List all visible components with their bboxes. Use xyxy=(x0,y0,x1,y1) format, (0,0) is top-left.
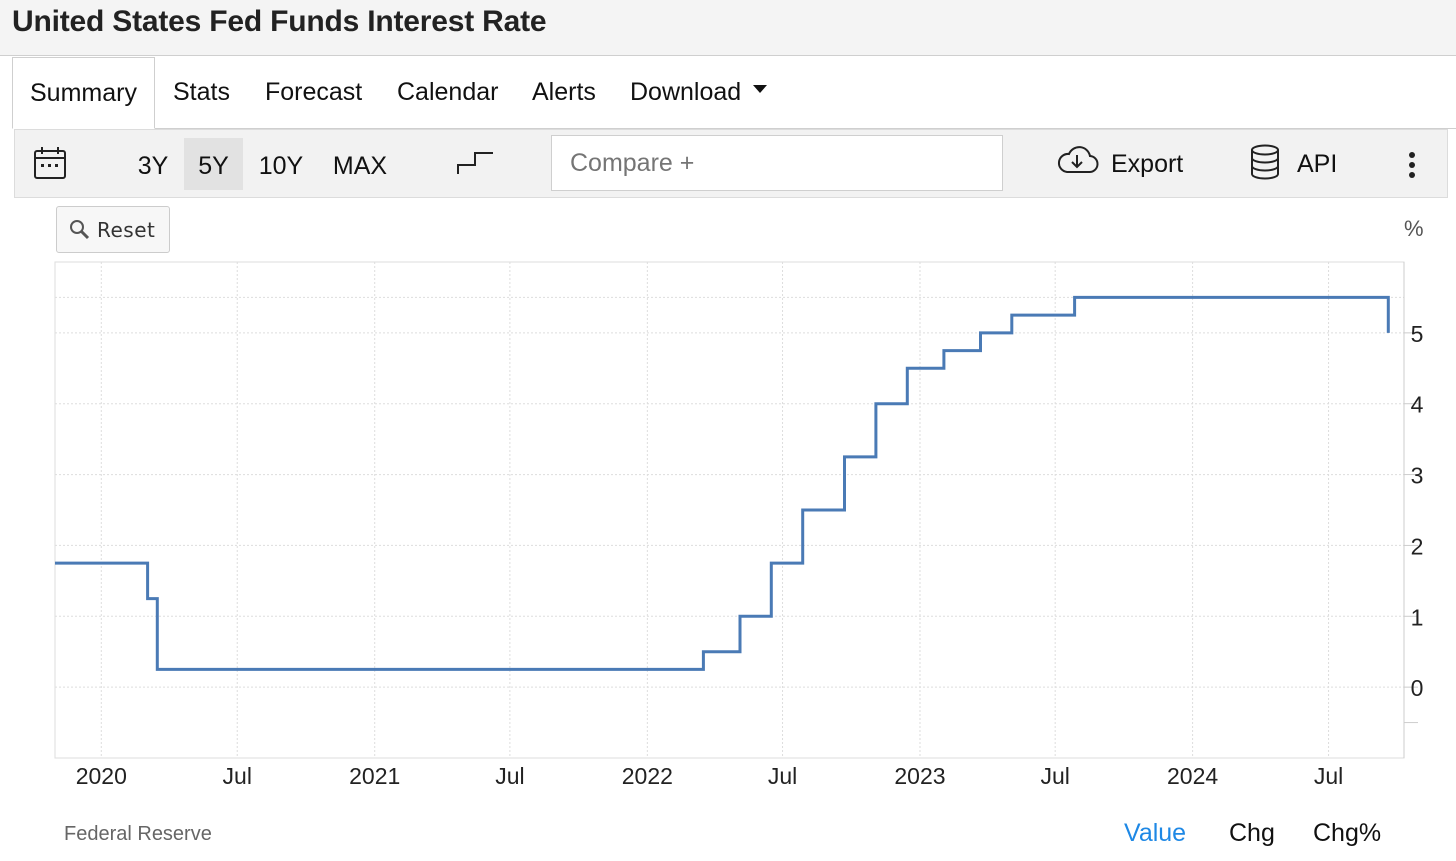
x-tick-label: 2023 xyxy=(894,763,945,789)
y-tick-label: 4 xyxy=(1411,392,1424,418)
page-title: United States Fed Funds Interest Rate xyxy=(12,5,547,38)
y-tick-label: 3 xyxy=(1411,463,1424,489)
x-tick-label: Jul xyxy=(1314,763,1343,789)
y-tick-label: 0 xyxy=(1411,675,1424,701)
tab-download[interactable]: Download xyxy=(630,57,768,129)
tabs-divider xyxy=(12,128,1456,129)
fed-funds-rate-line xyxy=(55,295,1390,671)
tab-forecast[interactable]: Forecast xyxy=(265,78,363,106)
source-label: Federal Reserve xyxy=(64,823,212,845)
magnifier-icon xyxy=(70,220,90,240)
range-max-button[interactable]: MAX xyxy=(332,152,388,180)
reset-label: Reset xyxy=(97,218,156,242)
step-line-icon[interactable] xyxy=(455,148,495,185)
tab-stats[interactable]: Stats xyxy=(173,78,230,106)
chg-percent-button[interactable]: Chg% xyxy=(1313,819,1382,847)
export-label: Export xyxy=(1111,150,1184,178)
calendar-icon[interactable] xyxy=(33,145,67,188)
x-tick-label: Jul xyxy=(1040,763,1069,789)
y-tick-label: 1 xyxy=(1411,604,1424,630)
x-tick-label: 2021 xyxy=(349,763,400,789)
range-3y-button[interactable]: 3Y xyxy=(137,152,169,180)
tab-alerts[interactable]: Alerts xyxy=(532,78,596,106)
plot-border xyxy=(54,261,1405,759)
title-bar: United States Fed Funds Interest Rate xyxy=(0,0,1456,56)
tab-bar: Summary Stats Forecast Calendar Alerts D… xyxy=(0,57,1456,129)
y-unit-label: % xyxy=(1404,216,1424,241)
x-tick-label: 2022 xyxy=(622,763,673,789)
range-5y-button[interactable]: 5Y xyxy=(184,138,243,190)
caret-down-icon xyxy=(753,85,768,94)
tab-calendar[interactable]: Calendar xyxy=(397,78,499,106)
x-tick-label: Jul xyxy=(495,763,524,789)
x-tick-label: Jul xyxy=(223,763,252,789)
database-icon xyxy=(1251,144,1279,180)
x-tick-label: 2024 xyxy=(1167,763,1218,789)
chg-button[interactable]: Chg xyxy=(1229,819,1275,847)
y-tick-label: 2 xyxy=(1411,533,1424,559)
chart-toolbar: 3Y 5Y 10Y MAX Export API xyxy=(14,129,1448,198)
more-vertical-icon[interactable] xyxy=(1408,151,1416,186)
tab-summary[interactable]: Summary xyxy=(12,57,155,129)
reset-zoom-button[interactable]: Reset xyxy=(56,206,170,253)
x-tick-label: Jul xyxy=(768,763,797,789)
x-tick-label: 2020 xyxy=(76,763,127,789)
compare-input[interactable] xyxy=(551,135,1003,191)
value-button[interactable]: Value xyxy=(1124,819,1187,847)
y-tick-label: 5 xyxy=(1411,321,1424,347)
api-label: API xyxy=(1297,150,1338,178)
range-10y-button[interactable]: 10Y xyxy=(258,152,304,180)
tab-download-label: Download xyxy=(630,78,742,106)
cloud-download-icon xyxy=(1058,146,1099,173)
